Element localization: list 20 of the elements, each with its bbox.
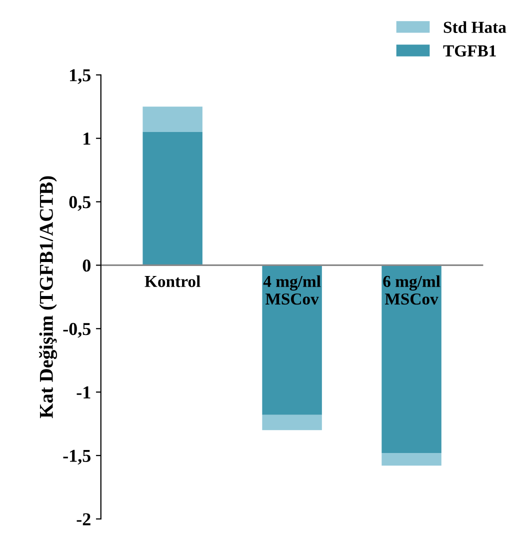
bar bbox=[382, 452, 442, 466]
y-tick-label: -1 bbox=[76, 386, 90, 398]
bar bbox=[262, 265, 322, 415]
x-tick-label: 4 mg/ml MSCov bbox=[263, 275, 321, 305]
y-tick-label: -0,5 bbox=[63, 322, 91, 338]
bar bbox=[142, 106, 202, 132]
y-tick-label: -2 bbox=[76, 513, 90, 526]
y-tick-label: 0 bbox=[82, 259, 90, 272]
x-tick-label: Kontrol bbox=[144, 275, 200, 288]
y-tick-label: 0,5 bbox=[69, 196, 91, 211]
y-tick-label: -1,5 bbox=[63, 450, 91, 465]
x-tick-label: 6 mg/ml MSCov bbox=[383, 275, 440, 305]
bar bbox=[262, 414, 322, 430]
bar bbox=[142, 132, 202, 266]
bar bbox=[382, 265, 442, 453]
y-tick-label: 1,5 bbox=[70, 69, 91, 84]
legend-label: TGFB1 bbox=[443, 45, 496, 57]
legend-label: Std Hata bbox=[444, 21, 506, 33]
y-tick-label: 1 bbox=[84, 132, 90, 145]
y-axis-title: Kat Değişim (TGFB1/ACTB) bbox=[39, 176, 58, 418]
